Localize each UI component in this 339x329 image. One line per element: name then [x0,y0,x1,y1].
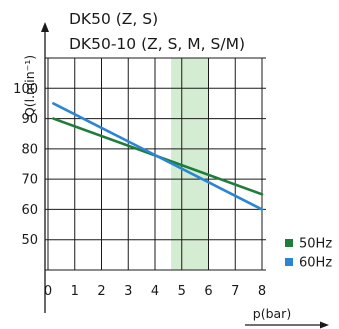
legend-label-60hz: 60Hz [299,256,332,271]
series-line-60hz [52,102,264,211]
y-tick-label: 100 [13,82,38,97]
y-tick-label: 50 [21,233,38,248]
x-tick-label: 2 [97,284,105,299]
x-tick-label: 1 [71,284,79,299]
series-layer [52,102,264,211]
y-axis-arrow-icon [41,22,49,32]
x-axis-label: p(bar) [253,306,291,321]
x-tick-label: 7 [231,284,239,299]
chart-title-line-2: DK50-10 (Z, S, M, S/M) [69,35,245,53]
grid-layer [45,57,266,271]
legend-swatch-60hz [285,258,293,266]
legend: 50Hz 60Hz [285,237,332,271]
y-tick-label: 70 [21,173,38,188]
x-tick-label: 0 [44,284,52,299]
chart-title-line-1: DK50 (Z, S) [69,10,158,28]
x-tick-label: 5 [178,284,186,299]
y-tick-label: 60 [21,203,38,218]
y-tick-label: 90 [21,112,38,127]
legend-swatch-50hz [285,239,293,247]
tick-label-layer: 0 1 2 3 4 5 6 7 8 50 60 70 80 90 100 [13,82,266,299]
x-axis-arrow-icon [320,321,329,329]
x-tick-label: 4 [151,284,159,299]
y-axis-label: Q(l.min⁻¹) [22,55,37,117]
x-tick-label: 6 [204,284,212,299]
legend-label-50hz: 50Hz [299,237,332,252]
y-tick-label: 80 [21,142,38,157]
x-tick-label: 3 [124,284,132,299]
x-tick-label: 8 [258,284,266,299]
